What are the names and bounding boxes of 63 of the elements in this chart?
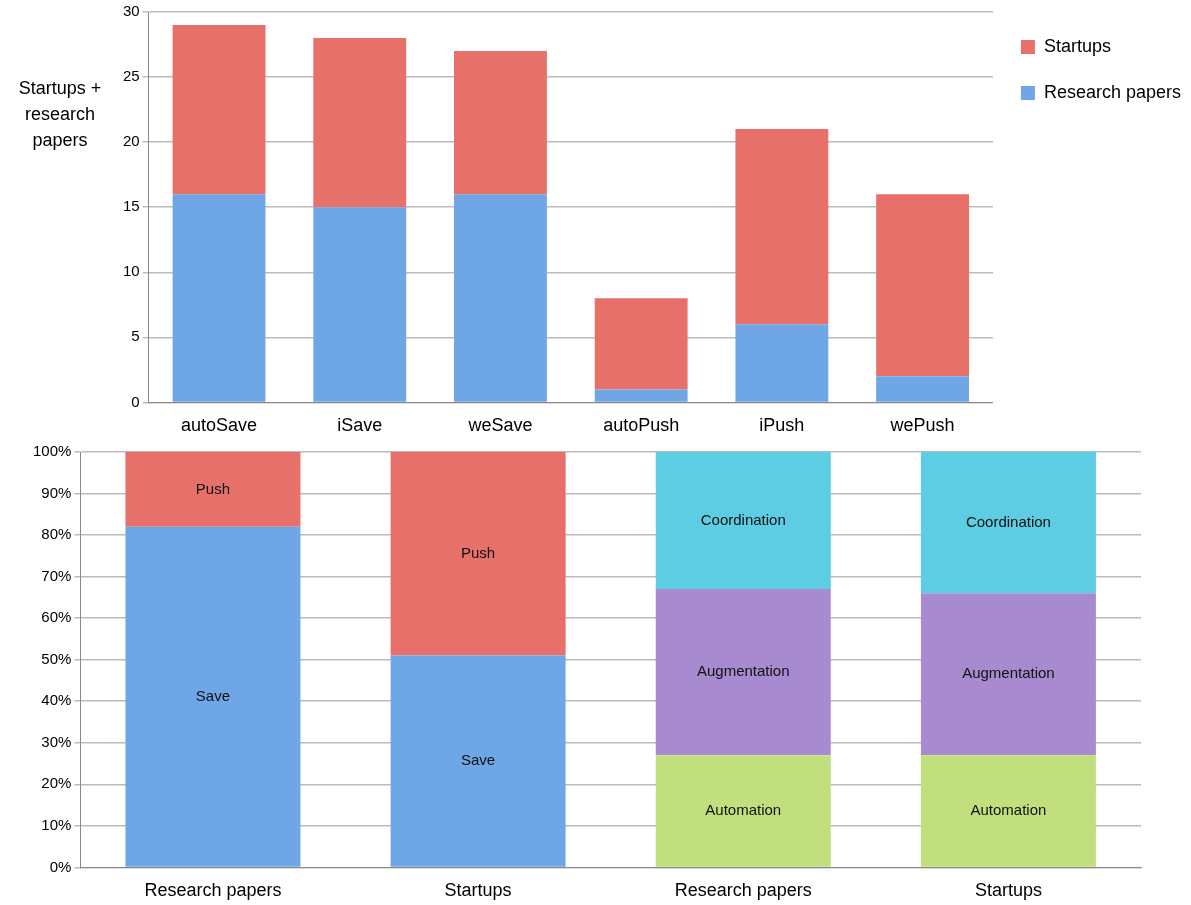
y-tick-label: 30% [41, 732, 72, 750]
y-tick-label: 20% [41, 774, 72, 792]
x-tick-label: weSave [467, 415, 533, 436]
text: Save [461, 751, 496, 769]
y-tick-label: 50% [41, 649, 72, 667]
bar [172, 194, 266, 402]
legend-label: Research papers [1043, 81, 1181, 102]
y-tick-label: 10 [123, 262, 140, 280]
bar [594, 389, 688, 402]
y-tick-label: 40% [41, 691, 72, 709]
y-tick-label: 70% [41, 566, 72, 584]
bar [735, 129, 829, 325]
bar [313, 38, 407, 208]
bar [920, 593, 1096, 756]
y-tick-label: 90% [41, 483, 72, 501]
y-axis-title: Startups + research papers [17, 77, 103, 152]
series-label: Push [195, 479, 231, 497]
bar [920, 755, 1096, 867]
text: Coordination [965, 512, 1051, 530]
bar [655, 589, 831, 756]
legend-label: Startups [1043, 35, 1111, 56]
series-label: Coordination [700, 510, 786, 528]
series-label: Augmentation [696, 662, 790, 680]
y-tick-label: 20 [123, 132, 140, 150]
text: Push [461, 543, 496, 561]
bar [876, 194, 970, 377]
bar [655, 452, 831, 590]
y-tick-label: 15 [123, 197, 140, 215]
y-tick-label: 5 [131, 327, 140, 345]
y-tick-label: 25 [123, 67, 140, 85]
x-tick-label: wePush [889, 415, 955, 436]
y-tick-label: 60% [41, 608, 72, 626]
x-tick-label: Startups [444, 880, 512, 901]
y-tick-label: 0% [49, 857, 72, 875]
bar [125, 526, 301, 867]
series-label: Save [195, 686, 231, 704]
x-tick-label: autoSave [181, 415, 258, 436]
bar [594, 298, 688, 390]
series-label: Automation [705, 801, 782, 819]
bar [172, 25, 266, 195]
y-tick-label: 80% [41, 525, 72, 543]
y-tick-label: 30 [123, 2, 140, 20]
y-tick-label: 100% [32, 442, 72, 460]
x-tick-label: Startups [974, 880, 1042, 901]
x-tick-label: iPush [759, 415, 805, 436]
bar [876, 376, 970, 402]
bar [920, 452, 1096, 594]
bar [390, 655, 566, 867]
x-tick-label: Research papers [144, 880, 282, 901]
x-tick-label: Research papers [674, 880, 812, 901]
bar [454, 194, 547, 402]
x-tick-label: iSave [337, 415, 383, 436]
bar [735, 324, 829, 402]
y-tick-label: 10% [41, 816, 72, 833]
x-tick-label: autoPush [603, 415, 680, 436]
bar [655, 755, 831, 867]
bar [390, 452, 566, 656]
y-tick-label: 0 [131, 392, 140, 410]
text: Augmentation [962, 664, 1055, 682]
bar [454, 51, 547, 195]
bar [313, 207, 407, 402]
bar [125, 452, 301, 527]
text: Automation [970, 801, 1047, 819]
